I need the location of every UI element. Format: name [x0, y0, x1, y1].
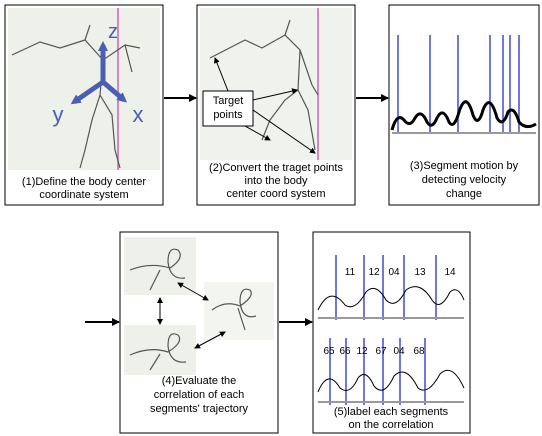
image: [200, 8, 352, 160]
callout-text: points: [213, 109, 243, 121]
panel-4: (4)Evaluate the correlation of each segm…: [120, 232, 278, 433]
panel-3: (3)Segment motion by detecting velocity …: [389, 5, 539, 205]
segment-label: 12: [368, 267, 380, 278]
caption: correlation of each: [154, 389, 245, 401]
panel-5: 11 12 04 13 14 65 66 12 67 04 68 (5)label each seg…: [313, 232, 470, 433]
caption: coordinate system: [39, 189, 128, 201]
caption: segments' trajectory: [150, 403, 249, 415]
segment-label: 67: [375, 346, 387, 357]
axis-label: y: [53, 102, 64, 127]
segment-label: 14: [444, 267, 456, 278]
caption: on the correlation: [349, 419, 434, 431]
segment-label: 11: [345, 267, 356, 278]
diagram: z y x (1)Define the body center coordina…: [0, 0, 542, 436]
segment-label: 68: [413, 346, 425, 357]
caption: detecting velocity: [422, 174, 507, 186]
callout-text: Target: [213, 95, 244, 107]
axis-label: z: [108, 21, 118, 43]
axis-label: x: [133, 102, 144, 127]
segment-label: 12: [356, 346, 368, 357]
image: [8, 8, 160, 170]
panel-1: z y x (1)Define the body center coordina…: [5, 5, 163, 205]
panel-2: Target points (2)Convert the traget poin…: [197, 5, 355, 205]
segment-label: 04: [388, 267, 400, 278]
segment-label: 04: [393, 346, 405, 357]
caption: (5)label each segments: [334, 406, 449, 418]
caption: change: [446, 188, 482, 200]
segment-label: 65: [323, 346, 335, 357]
caption: into the body: [245, 175, 308, 187]
caption: (1)Define the body center: [22, 176, 146, 188]
caption: (4)Evaluate the: [162, 375, 237, 387]
caption: (3)Segment motion by: [410, 160, 519, 172]
caption: center coord system: [226, 188, 325, 200]
caption: (2)Convert the traget points: [209, 162, 343, 174]
segment-label: 66: [339, 346, 351, 357]
segment-label: 13: [414, 267, 426, 278]
